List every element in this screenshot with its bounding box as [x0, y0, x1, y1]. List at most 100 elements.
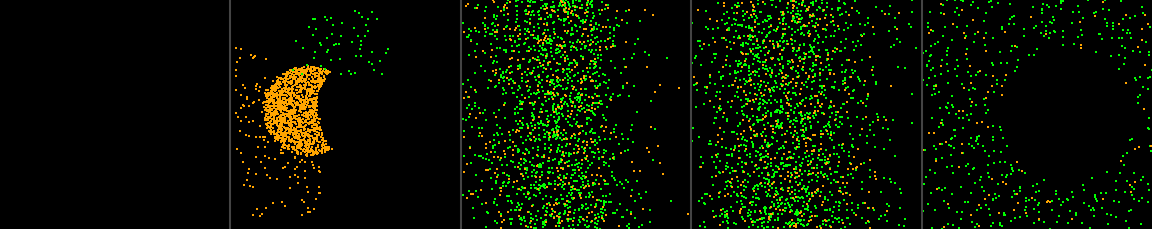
- Point: [338, 72, 356, 76]
- Point: [1029, 122, 1047, 126]
- Point: [1046, 92, 1064, 95]
- Point: [593, 59, 612, 63]
- Point: [1036, 64, 1054, 68]
- Point: [1052, 106, 1070, 110]
- Point: [141, 127, 159, 130]
- Point: [1066, 128, 1084, 132]
- Point: [164, 161, 182, 164]
- Point: [314, 139, 333, 143]
- Point: [275, 101, 294, 104]
- Point: [521, 60, 539, 64]
- Point: [619, 136, 637, 140]
- Point: [408, 117, 426, 120]
- Point: [629, 98, 647, 101]
- Point: [302, 116, 320, 120]
- Point: [327, 134, 346, 138]
- Point: [332, 68, 350, 71]
- Point: [85, 151, 104, 154]
- Point: [164, 137, 182, 141]
- Point: [682, 146, 700, 149]
- Point: [144, 148, 162, 152]
- Point: [1074, 78, 1092, 81]
- Point: [690, 122, 708, 126]
- Point: [112, 69, 130, 73]
- Point: [781, 225, 799, 229]
- Point: [112, 102, 130, 106]
- Point: [391, 147, 409, 150]
- Point: [670, 80, 689, 83]
- Point: [1018, 138, 1037, 142]
- Point: [611, 174, 629, 178]
- Point: [676, 66, 695, 70]
- Point: [581, 211, 599, 215]
- Point: [623, 154, 642, 158]
- Point: [351, 164, 370, 168]
- Point: [172, 68, 190, 71]
- Point: [409, 82, 427, 85]
- Point: [341, 173, 359, 177]
- Point: [689, 108, 707, 112]
- Point: [1030, 107, 1048, 110]
- Point: [349, 144, 367, 147]
- Point: [153, 145, 172, 149]
- Point: [408, 120, 426, 123]
- Point: [584, 41, 602, 45]
- Point: [1009, 125, 1028, 129]
- Point: [570, 95, 589, 99]
- Point: [745, 134, 764, 137]
- Point: [85, 117, 104, 120]
- Point: [1060, 130, 1078, 133]
- Point: [657, 83, 675, 87]
- Point: [1045, 124, 1063, 128]
- Point: [1038, 88, 1056, 91]
- Point: [676, 92, 695, 96]
- Point: [1041, 145, 1060, 149]
- Point: [279, 102, 297, 106]
- Point: [303, 94, 321, 97]
- Point: [614, 41, 632, 44]
- Point: [331, 88, 349, 91]
- Point: [576, 207, 594, 211]
- Point: [86, 108, 105, 112]
- Point: [143, 54, 161, 58]
- Point: [629, 130, 647, 134]
- Point: [662, 199, 681, 203]
- Point: [712, 19, 730, 23]
- Point: [432, 118, 450, 122]
- Point: [772, 182, 790, 185]
- Point: [139, 116, 158, 120]
- Point: [571, 60, 590, 63]
- Point: [590, 67, 608, 70]
- Point: [325, 122, 343, 126]
- Point: [767, 108, 786, 112]
- Point: [643, 136, 661, 140]
- Point: [378, 134, 396, 137]
- Point: [657, 126, 675, 130]
- Point: [335, 132, 354, 135]
- Point: [191, 68, 210, 72]
- Point: [162, 73, 181, 77]
- Point: [341, 45, 359, 49]
- Point: [430, 115, 448, 119]
- Point: [1059, 123, 1077, 127]
- Point: [1077, 126, 1096, 129]
- Point: [314, 116, 333, 120]
- Point: [340, 131, 358, 135]
- Point: [460, 34, 478, 37]
- Point: [60, 99, 78, 102]
- Point: [768, 26, 787, 30]
- Point: [787, 223, 805, 226]
- Point: [311, 84, 329, 87]
- Point: [541, 84, 560, 88]
- Point: [424, 72, 442, 76]
- Point: [575, 48, 593, 52]
- Point: [636, 85, 654, 89]
- Point: [1016, 153, 1034, 156]
- Point: [369, 128, 387, 131]
- Point: [520, 127, 538, 130]
- Point: [341, 170, 359, 173]
- Point: [82, 83, 100, 87]
- Point: [1092, 106, 1111, 109]
- Point: [141, 181, 159, 184]
- Point: [128, 48, 146, 51]
